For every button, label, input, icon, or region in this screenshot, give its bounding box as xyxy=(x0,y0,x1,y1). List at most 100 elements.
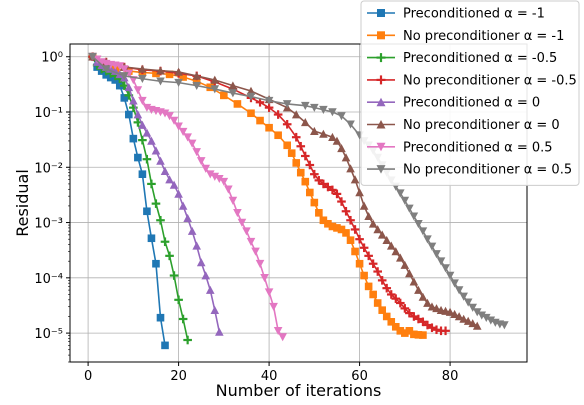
data-point xyxy=(246,237,256,247)
data-point xyxy=(169,271,179,280)
data-point xyxy=(386,241,396,250)
data-point xyxy=(156,77,165,86)
data-point xyxy=(454,312,464,321)
legend-label: Preconditioned α = 0 xyxy=(403,96,540,111)
data-point xyxy=(360,271,368,280)
data-point xyxy=(418,227,428,236)
data-point xyxy=(441,326,450,336)
tick-labels: 0 20 40 60 80 10⁻⁵ 10⁻⁴ 10⁻³ 10⁻² 10⁻¹ 10⁰ xyxy=(34,51,458,384)
data-point xyxy=(215,174,224,184)
data-point xyxy=(174,78,183,87)
data-point xyxy=(391,294,401,303)
data-point xyxy=(427,302,437,311)
data-point xyxy=(242,227,251,236)
data-point xyxy=(477,311,487,320)
data-point xyxy=(376,53,386,63)
data-point xyxy=(237,218,247,227)
data-point xyxy=(423,320,432,330)
data-point xyxy=(120,94,129,102)
data-point xyxy=(414,314,423,324)
data-point xyxy=(436,257,446,266)
data-point xyxy=(414,219,423,229)
data-point xyxy=(233,209,242,218)
data-point xyxy=(228,89,238,98)
data-point xyxy=(400,304,410,313)
data-point xyxy=(427,323,437,333)
data-point xyxy=(346,120,355,129)
legend-label: No preconditioner α = 0 xyxy=(403,118,560,133)
data-point xyxy=(292,159,301,167)
data-point xyxy=(282,119,292,129)
data-point xyxy=(459,292,468,301)
data-point xyxy=(401,329,409,337)
legend-label: No preconditioner α = 0.5 xyxy=(403,163,572,178)
y-tick-label: 10⁻² xyxy=(34,161,63,176)
data-point xyxy=(160,237,170,247)
data-point xyxy=(355,234,364,244)
data-point xyxy=(160,109,170,118)
legend-item: Preconditioned α = -1 xyxy=(367,7,545,22)
series-4 xyxy=(88,52,224,336)
data-point xyxy=(183,133,192,142)
data-point xyxy=(192,81,201,90)
data-point xyxy=(151,199,161,208)
legend-label: No preconditioner α = -0.5 xyxy=(403,73,577,88)
data-point xyxy=(129,134,138,143)
data-point xyxy=(178,314,188,324)
data-point xyxy=(256,116,264,125)
data-point xyxy=(264,96,274,106)
data-point xyxy=(432,250,441,259)
y-tick-label: 10⁰ xyxy=(41,51,63,66)
data-point xyxy=(472,308,482,317)
data-point xyxy=(192,148,201,157)
data-point xyxy=(138,120,147,129)
data-point xyxy=(273,110,283,119)
data-point xyxy=(368,259,378,269)
data-point xyxy=(183,335,192,345)
data-point xyxy=(310,126,319,135)
data-point xyxy=(119,65,129,74)
data-point xyxy=(396,298,405,308)
data-point xyxy=(215,327,224,336)
data-point xyxy=(228,81,238,90)
data-point xyxy=(183,213,192,222)
data-point xyxy=(174,295,183,305)
data-point xyxy=(486,316,496,325)
data-point xyxy=(174,67,183,76)
data-point xyxy=(169,116,179,125)
data-point xyxy=(328,108,337,117)
data-point xyxy=(400,196,410,205)
data-point xyxy=(165,175,174,184)
data-point xyxy=(405,204,414,213)
y-axis-label: Residual xyxy=(13,169,32,237)
data-point xyxy=(233,100,242,108)
data-point xyxy=(328,185,337,195)
data-point xyxy=(450,279,459,288)
data-point xyxy=(205,285,215,294)
y-tick-label: 10⁻³ xyxy=(34,217,63,232)
series-1 xyxy=(88,52,427,339)
data-point xyxy=(210,305,220,314)
legend-item: Preconditioned α = 0 xyxy=(367,96,540,111)
data-point xyxy=(314,176,324,185)
x-axis-label: Number of iterations xyxy=(216,381,382,400)
data-point xyxy=(382,235,392,244)
data-point xyxy=(92,55,102,64)
data-point xyxy=(269,302,278,312)
data-point xyxy=(332,189,342,199)
data-point xyxy=(377,230,387,239)
data-point xyxy=(468,319,478,328)
data-point xyxy=(418,292,428,301)
data-point xyxy=(119,81,129,90)
data-point xyxy=(382,312,391,321)
data-point xyxy=(101,65,111,74)
data-point xyxy=(179,73,187,81)
data-point xyxy=(296,141,306,151)
data-point xyxy=(376,75,386,85)
legend-item: Preconditioned α = -0.5 xyxy=(367,51,557,66)
data-point xyxy=(396,327,405,335)
data-point xyxy=(324,219,332,228)
legend-item: No preconditioner α = 0 xyxy=(367,118,560,133)
data-point xyxy=(187,139,197,148)
data-point xyxy=(364,211,373,221)
